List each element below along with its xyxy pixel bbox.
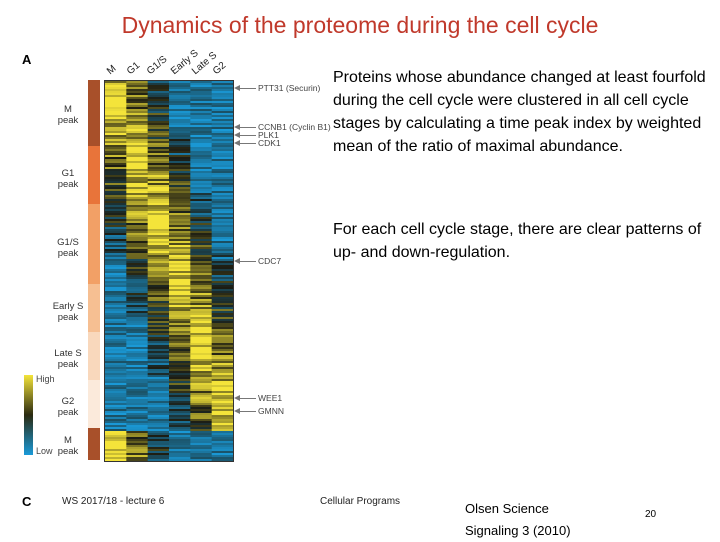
stage-bar-m bbox=[88, 80, 100, 146]
column-label-g1s: G1/S bbox=[144, 53, 170, 77]
proteome-heatmap bbox=[104, 80, 234, 462]
protein-label-gmnn: GMNN bbox=[258, 406, 284, 416]
protein-label-cdc7: CDC7 bbox=[258, 256, 282, 266]
reference-line-1: Olsen Science bbox=[465, 501, 549, 516]
stage-bar-late-s bbox=[88, 332, 100, 380]
stage-bar-g1 bbox=[88, 146, 100, 204]
stage-label-early-s: Early S peak bbox=[52, 301, 84, 323]
panel-label-a: A bbox=[22, 52, 32, 67]
stage-label-g2: G2 peak bbox=[57, 396, 79, 418]
arrow-head-securin bbox=[234, 85, 240, 91]
arrow-cdk1 bbox=[238, 143, 256, 144]
slide-title: Dynamics of the proteome during the cell… bbox=[121, 12, 599, 38]
footer-course: Cellular Programs bbox=[320, 496, 401, 507]
arrow-cdc7 bbox=[238, 261, 256, 262]
paragraph-patterns: For each cell cycle stage, there are cle… bbox=[333, 221, 702, 261]
arrow-gmnn bbox=[238, 411, 256, 412]
arrow-plk1 bbox=[238, 135, 256, 136]
arrow-wee1 bbox=[238, 398, 256, 399]
stage-label-m: M peak bbox=[57, 104, 79, 126]
panel-label-c: C bbox=[22, 494, 32, 509]
paragraph-clustering: Proteins whose abundance changed at leas… bbox=[333, 69, 706, 155]
reference-line-2: Signaling 3 (2010) bbox=[465, 523, 571, 538]
arrow-head-ccnb1 bbox=[234, 124, 240, 130]
arrow-head-cdc7 bbox=[234, 258, 240, 264]
protein-label-cdk1: CDK1 bbox=[258, 138, 281, 148]
stage-label-g1s: G1/S peak bbox=[57, 237, 79, 259]
stage-label-late-s: Late S peak bbox=[54, 348, 82, 370]
arrow-head-gmnn bbox=[234, 408, 240, 414]
colorbar bbox=[24, 375, 33, 455]
stage-label-m2: M peak bbox=[57, 435, 79, 457]
protein-label-ccnb1: CCNB1 (Cyclin B1) bbox=[258, 122, 331, 132]
stage-bar-g2 bbox=[88, 380, 100, 428]
reference: Olsen Science Signaling 3 (2010) bbox=[465, 498, 571, 542]
page-number: 20 bbox=[645, 509, 657, 520]
column-label-m: M bbox=[104, 63, 119, 77]
colorbar-high-label: High bbox=[36, 374, 55, 384]
protein-label-securin: PTT31 (Securin) bbox=[258, 83, 321, 93]
arrow-head-wee1 bbox=[234, 395, 240, 401]
stage-bar-g1s bbox=[88, 204, 100, 284]
arrow-head-plk1 bbox=[234, 132, 240, 138]
stage-label-g1: G1 peak bbox=[57, 168, 79, 190]
stage-bar-early-s bbox=[88, 284, 100, 332]
stage-bar-m2 bbox=[88, 428, 100, 460]
footer-lecture: WS 2017/18 - lecture 6 bbox=[62, 496, 165, 507]
protein-label-plk1: PLK1 bbox=[258, 130, 279, 140]
column-label-g1: G1 bbox=[124, 59, 143, 77]
colorbar-low-label: Low bbox=[36, 446, 53, 456]
arrow-ccnb1 bbox=[238, 127, 256, 128]
arrow-securin bbox=[238, 88, 256, 89]
protein-label-wee1: WEE1 bbox=[258, 393, 283, 403]
arrow-head-cdk1 bbox=[234, 140, 240, 146]
